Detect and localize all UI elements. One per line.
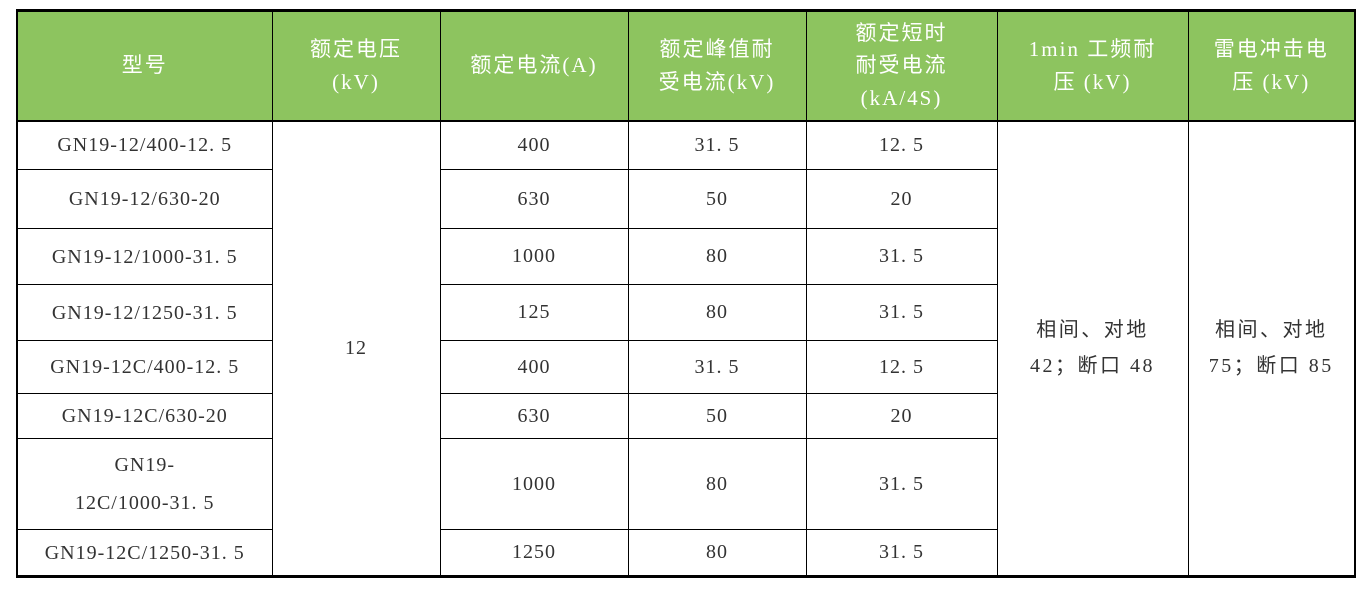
spec-table-body: GN19-12/400-12. 5 12 400 31. 5 12. 5 相间、… (16, 120, 1356, 577)
table-row: GN19-12C/1250-31. 5 1250 80 31. 5 (16, 529, 1355, 577)
peak-current-cell: 80 (627, 228, 807, 285)
table-row: GN19-12/1250-31. 5 125 80 31. 5 (16, 284, 1355, 341)
header-row: 型号 额定电压 (kV) 额定电流(A) 额定峰值耐 受电流(kV) 额定短时 … (16, 10, 1356, 122)
model-cell: GN19-12/1250-31. 5 (16, 284, 273, 341)
short-time-current-cell: 12. 5 (805, 120, 998, 170)
header-rated-voltage: 额定电压 (kV) (271, 10, 441, 122)
table-row: GN19-12/400-12. 5 12 400 31. 5 12. 5 相间、… (16, 120, 1356, 577)
peak-current-cell: 80 (627, 284, 807, 341)
table-row: GN19-12C/400-12. 5 400 31. 5 12. 5 (16, 340, 1355, 394)
rated-current-cell: 630 (439, 169, 629, 229)
short-time-current-cell: 12. 5 (805, 340, 998, 394)
peak-current-cell: 80 (627, 438, 807, 530)
power-frequency-cell: 相间、对地 42；断口 48 (996, 120, 1189, 577)
rated-current-cell: 400 (439, 120, 629, 170)
model-cell: GN19-12C/400-12. 5 (16, 340, 273, 394)
short-time-current-cell: 20 (805, 169, 998, 229)
spec-table-header: 型号 额定电压 (kV) 额定电流(A) 额定峰值耐 受电流(kV) 额定短时 … (16, 10, 1356, 122)
rated-current-cell: 400 (439, 340, 629, 394)
peak-current-cell: 80 (627, 529, 807, 577)
peak-current-cell: 31. 5 (627, 340, 807, 394)
header-peak-withstand-current: 额定峰值耐 受电流(kV) (627, 10, 807, 122)
model-cell: GN19-12/630-20 (16, 169, 273, 229)
short-time-current-cell: 20 (805, 393, 998, 439)
rated-current-cell: 1250 (439, 529, 629, 577)
rated-current-cell: 1000 (439, 438, 629, 530)
model-cell: GN19-12C/1250-31. 5 (16, 529, 273, 577)
table-row: GN19-12C/630-20 630 50 20 (16, 393, 1355, 439)
header-rated-current: 额定电流(A) (439, 10, 629, 122)
table-row: GN19-12/1000-31. 5 1000 80 31. 5 (16, 228, 1355, 285)
rated-current-cell: 1000 (439, 228, 629, 285)
rated-current-cell: 125 (439, 284, 629, 341)
model-cell: GN19- 12C/1000-31. 5 (16, 438, 273, 530)
header-model: 型号 (16, 10, 273, 122)
peak-current-cell: 50 (627, 169, 807, 229)
short-time-current-cell: 31. 5 (805, 438, 998, 530)
model-cell: GN19-12C/630-20 (16, 393, 273, 439)
header-power-frequency-withstand: 1min 工频耐 压 (kV) (996, 10, 1189, 122)
rated-current-cell: 630 (439, 393, 629, 439)
short-time-current-cell: 31. 5 (805, 284, 998, 341)
model-cell: GN19-12/400-12. 5 (16, 120, 273, 170)
rated-voltage-cell: 12 (271, 120, 441, 577)
header-short-time-withstand-current: 额定短时 耐受电流 (kA/4S) (805, 10, 998, 122)
short-time-current-cell: 31. 5 (805, 529, 998, 577)
header-lightning-impulse: 雷电冲击电 压 (kV) (1187, 10, 1356, 122)
table-row: GN19-12/630-20 630 50 20 (16, 169, 1355, 229)
model-cell: GN19-12/1000-31. 5 (16, 228, 273, 285)
peak-current-cell: 50 (627, 393, 807, 439)
short-time-current-cell: 31. 5 (805, 228, 998, 285)
spec-table: 型号 额定电压 (kV) 额定电流(A) 额定峰值耐 受电流(kV) 额定短时 … (16, 9, 1356, 578)
peak-current-cell: 31. 5 (627, 120, 807, 170)
lightning-impulse-cell: 相间、对地 75；断口 85 (1187, 120, 1356, 577)
